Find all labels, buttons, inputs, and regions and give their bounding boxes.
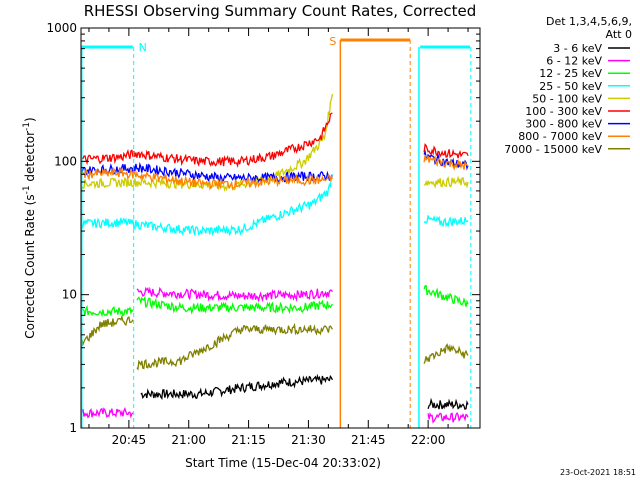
series-trace-3-segment-0 [80,174,334,237]
series-trace-2-segment-0 [80,304,134,318]
legend-label: 7000 - 15000 keV [504,143,602,156]
series-trace-3-segment-1 [423,214,469,228]
series-trace-8-segment-0 [80,314,134,347]
x-tick-label: 21:30 [291,433,326,447]
series-trace-7-segment-1 [423,154,469,171]
x-axis-label: Start Time (15-Dec-04 20:33:02) [185,456,381,470]
x-tick-label: 21:45 [351,433,386,447]
series-trace-6-segment-0 [80,161,333,184]
legend-label: 25 - 50 keV [539,80,602,93]
legend-label: 50 - 100 keV [532,92,602,105]
legend-label: 3 - 6 keV [553,42,602,55]
y-axis-label-exp2: -1 [22,122,32,131]
series-trace-4-segment-1 [423,175,469,189]
legend-label: 6 - 12 keV [546,55,602,68]
legend-label: 12 - 25 keV [539,67,602,80]
y-tick-label: 1 [69,421,77,435]
series-trace-0-segment-1 [427,397,469,410]
y-axis-label-mid: detector [23,131,37,186]
x-tick-label: 20:45 [112,433,147,447]
chart-title: RHESSI Observing Summary Count Rates, Co… [84,2,477,20]
series-trace-8-segment-2 [423,343,469,364]
series-trace-1-segment-1 [136,286,333,303]
series-trace-8-segment-1 [136,322,333,371]
series-trace-0-segment-0 [140,373,333,400]
series-trace-5-segment-0 [80,112,333,168]
series-trace-7-segment-0 [80,166,334,190]
y-axis-label-main: Corrected Count Rate (s [23,194,37,338]
y-tick-label: 100 [54,154,77,168]
y-axis-label-exp1: -1 [22,185,32,194]
legend-label: 300 - 800 keV [525,118,602,131]
y-tick-label: 1000 [46,21,77,35]
y-tick-label: 10 [62,288,77,302]
legend-header-line-1: Det 1,3,4,5,6,9, [546,15,632,28]
night-marker-label: N [139,41,147,54]
generation-timestamp: 23-Oct-2021 18:51 [560,468,636,477]
x-tick-label: 22:00 [411,433,446,447]
series-trace-2-segment-2 [423,284,469,307]
series-trace-1-segment-2 [427,411,469,424]
legend-label: 800 - 7000 keV [518,130,602,143]
series-trace-5-segment-1 [423,143,469,159]
series-trace-1-segment-0 [80,406,134,419]
plot-frame [80,27,481,429]
y-axis-label-end: ) [23,117,37,122]
legend-header-line-2: Att 0 [606,28,632,41]
x-tick-label: 21:15 [231,433,266,447]
series-trace-4-segment-0 [80,93,334,193]
saa-marker-label: S [329,35,336,48]
legend-label: 100 - 300 keV [525,105,602,118]
series-trace-2-segment-1 [136,295,333,315]
axis-ticks: 20:45 21:00 21:15 21:30 21:45 22:00 1 10 100 1000 [46,21,480,447]
y-axis-label: Corrected Count Rate (s-1 detector-1) [22,117,37,338]
x-tick-label: 21:00 [171,433,206,447]
